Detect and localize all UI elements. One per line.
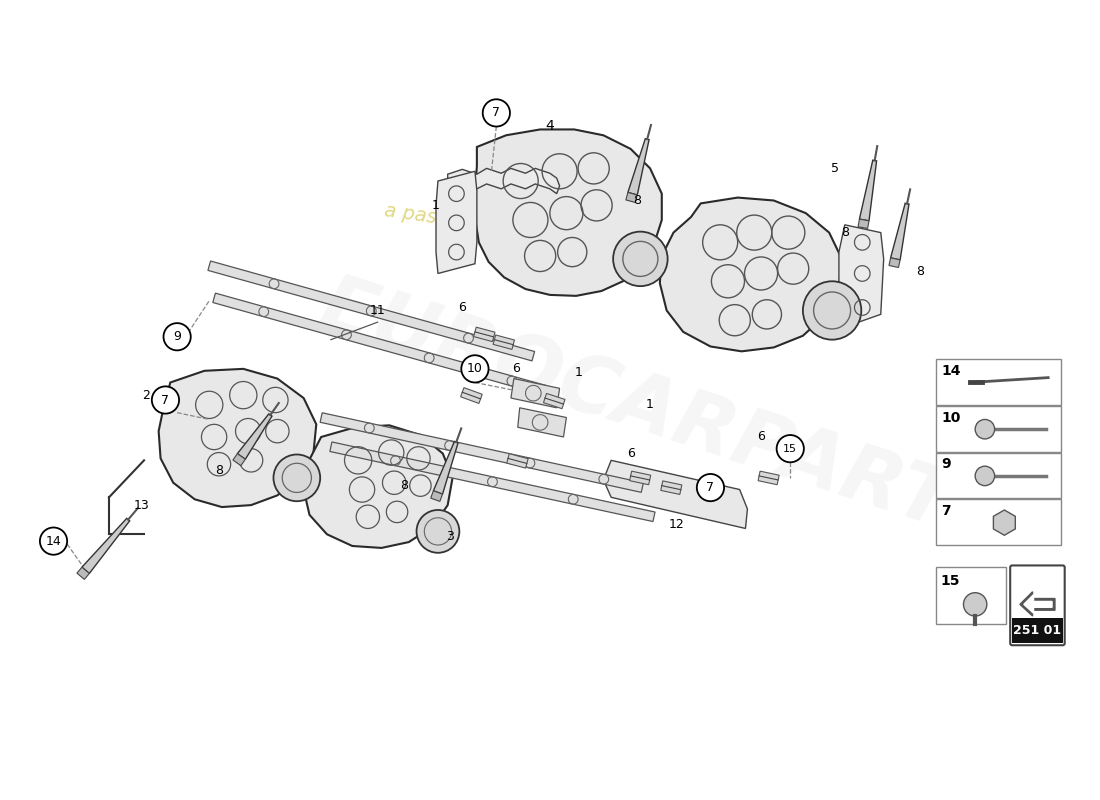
- Text: 7: 7: [706, 481, 714, 494]
- Polygon shape: [629, 471, 651, 485]
- Text: 251 01: 251 01: [1013, 624, 1062, 637]
- Circle shape: [417, 510, 460, 553]
- Text: 8: 8: [400, 479, 408, 492]
- Text: 9: 9: [942, 458, 950, 471]
- Polygon shape: [448, 168, 560, 194]
- Circle shape: [976, 466, 994, 486]
- Circle shape: [613, 232, 668, 286]
- Circle shape: [40, 527, 67, 554]
- Text: 8: 8: [214, 463, 223, 477]
- Polygon shape: [433, 442, 458, 494]
- Polygon shape: [208, 261, 535, 361]
- Polygon shape: [661, 481, 682, 494]
- Text: 9: 9: [173, 330, 182, 343]
- Text: 6: 6: [459, 301, 466, 314]
- Text: 1: 1: [432, 199, 440, 212]
- Polygon shape: [330, 442, 654, 522]
- Polygon shape: [238, 414, 272, 459]
- Polygon shape: [839, 225, 883, 327]
- Polygon shape: [158, 369, 317, 507]
- Polygon shape: [758, 471, 779, 485]
- Text: 11: 11: [370, 304, 385, 317]
- Text: 12: 12: [669, 518, 684, 531]
- Text: 10: 10: [468, 362, 483, 375]
- Polygon shape: [1024, 594, 1052, 613]
- Text: 10: 10: [942, 410, 960, 425]
- Text: 6: 6: [627, 447, 635, 460]
- Polygon shape: [233, 454, 245, 466]
- Polygon shape: [604, 460, 747, 529]
- Polygon shape: [518, 408, 567, 437]
- Text: 1: 1: [575, 366, 583, 379]
- Polygon shape: [304, 426, 452, 548]
- Polygon shape: [431, 490, 442, 502]
- Text: 7: 7: [162, 394, 169, 406]
- Text: 14: 14: [942, 364, 960, 378]
- Text: 7: 7: [942, 504, 950, 518]
- Text: 15: 15: [940, 574, 959, 588]
- Polygon shape: [475, 130, 662, 296]
- Text: 8: 8: [915, 265, 924, 278]
- Polygon shape: [320, 413, 644, 492]
- Polygon shape: [507, 454, 528, 468]
- Polygon shape: [1012, 618, 1063, 643]
- Polygon shape: [543, 394, 565, 409]
- Polygon shape: [212, 293, 547, 395]
- Text: 14: 14: [46, 534, 62, 548]
- FancyBboxPatch shape: [936, 499, 1060, 545]
- Circle shape: [964, 593, 987, 616]
- Text: 6: 6: [512, 362, 519, 375]
- Text: 3: 3: [446, 530, 453, 542]
- Polygon shape: [461, 388, 482, 403]
- FancyBboxPatch shape: [936, 359, 1060, 405]
- Text: a passion for original parts: a passion for original parts: [384, 201, 645, 256]
- Text: 8: 8: [634, 194, 641, 207]
- FancyBboxPatch shape: [936, 406, 1060, 451]
- Polygon shape: [493, 335, 515, 350]
- Polygon shape: [436, 171, 477, 274]
- Polygon shape: [474, 327, 495, 342]
- Circle shape: [803, 282, 861, 340]
- FancyBboxPatch shape: [936, 567, 1007, 624]
- Polygon shape: [510, 378, 560, 408]
- Circle shape: [152, 386, 179, 414]
- Text: EUROCARPARTS: EUROCARPARTS: [310, 267, 1018, 564]
- Polygon shape: [1020, 592, 1055, 616]
- Polygon shape: [891, 203, 909, 260]
- Circle shape: [274, 454, 320, 502]
- Text: 8: 8: [840, 226, 849, 239]
- Polygon shape: [626, 193, 637, 202]
- Text: 15: 15: [783, 444, 798, 454]
- Text: 4: 4: [546, 118, 554, 133]
- Text: 5: 5: [830, 162, 839, 175]
- Circle shape: [976, 419, 994, 439]
- Polygon shape: [628, 138, 649, 195]
- Polygon shape: [81, 518, 130, 574]
- Polygon shape: [889, 258, 900, 267]
- FancyBboxPatch shape: [936, 453, 1060, 498]
- Polygon shape: [77, 567, 89, 579]
- Text: 6: 6: [757, 430, 764, 443]
- Text: 1: 1: [646, 398, 654, 411]
- Text: 7: 7: [493, 106, 500, 119]
- Polygon shape: [993, 510, 1015, 535]
- Polygon shape: [859, 160, 877, 221]
- Circle shape: [164, 323, 190, 350]
- Text: 13: 13: [133, 498, 148, 512]
- Circle shape: [483, 99, 510, 126]
- Circle shape: [777, 435, 804, 462]
- Text: 2: 2: [142, 389, 150, 402]
- FancyBboxPatch shape: [1010, 566, 1065, 646]
- Circle shape: [461, 355, 488, 382]
- Circle shape: [696, 474, 724, 502]
- Polygon shape: [660, 198, 842, 351]
- Polygon shape: [858, 219, 869, 229]
